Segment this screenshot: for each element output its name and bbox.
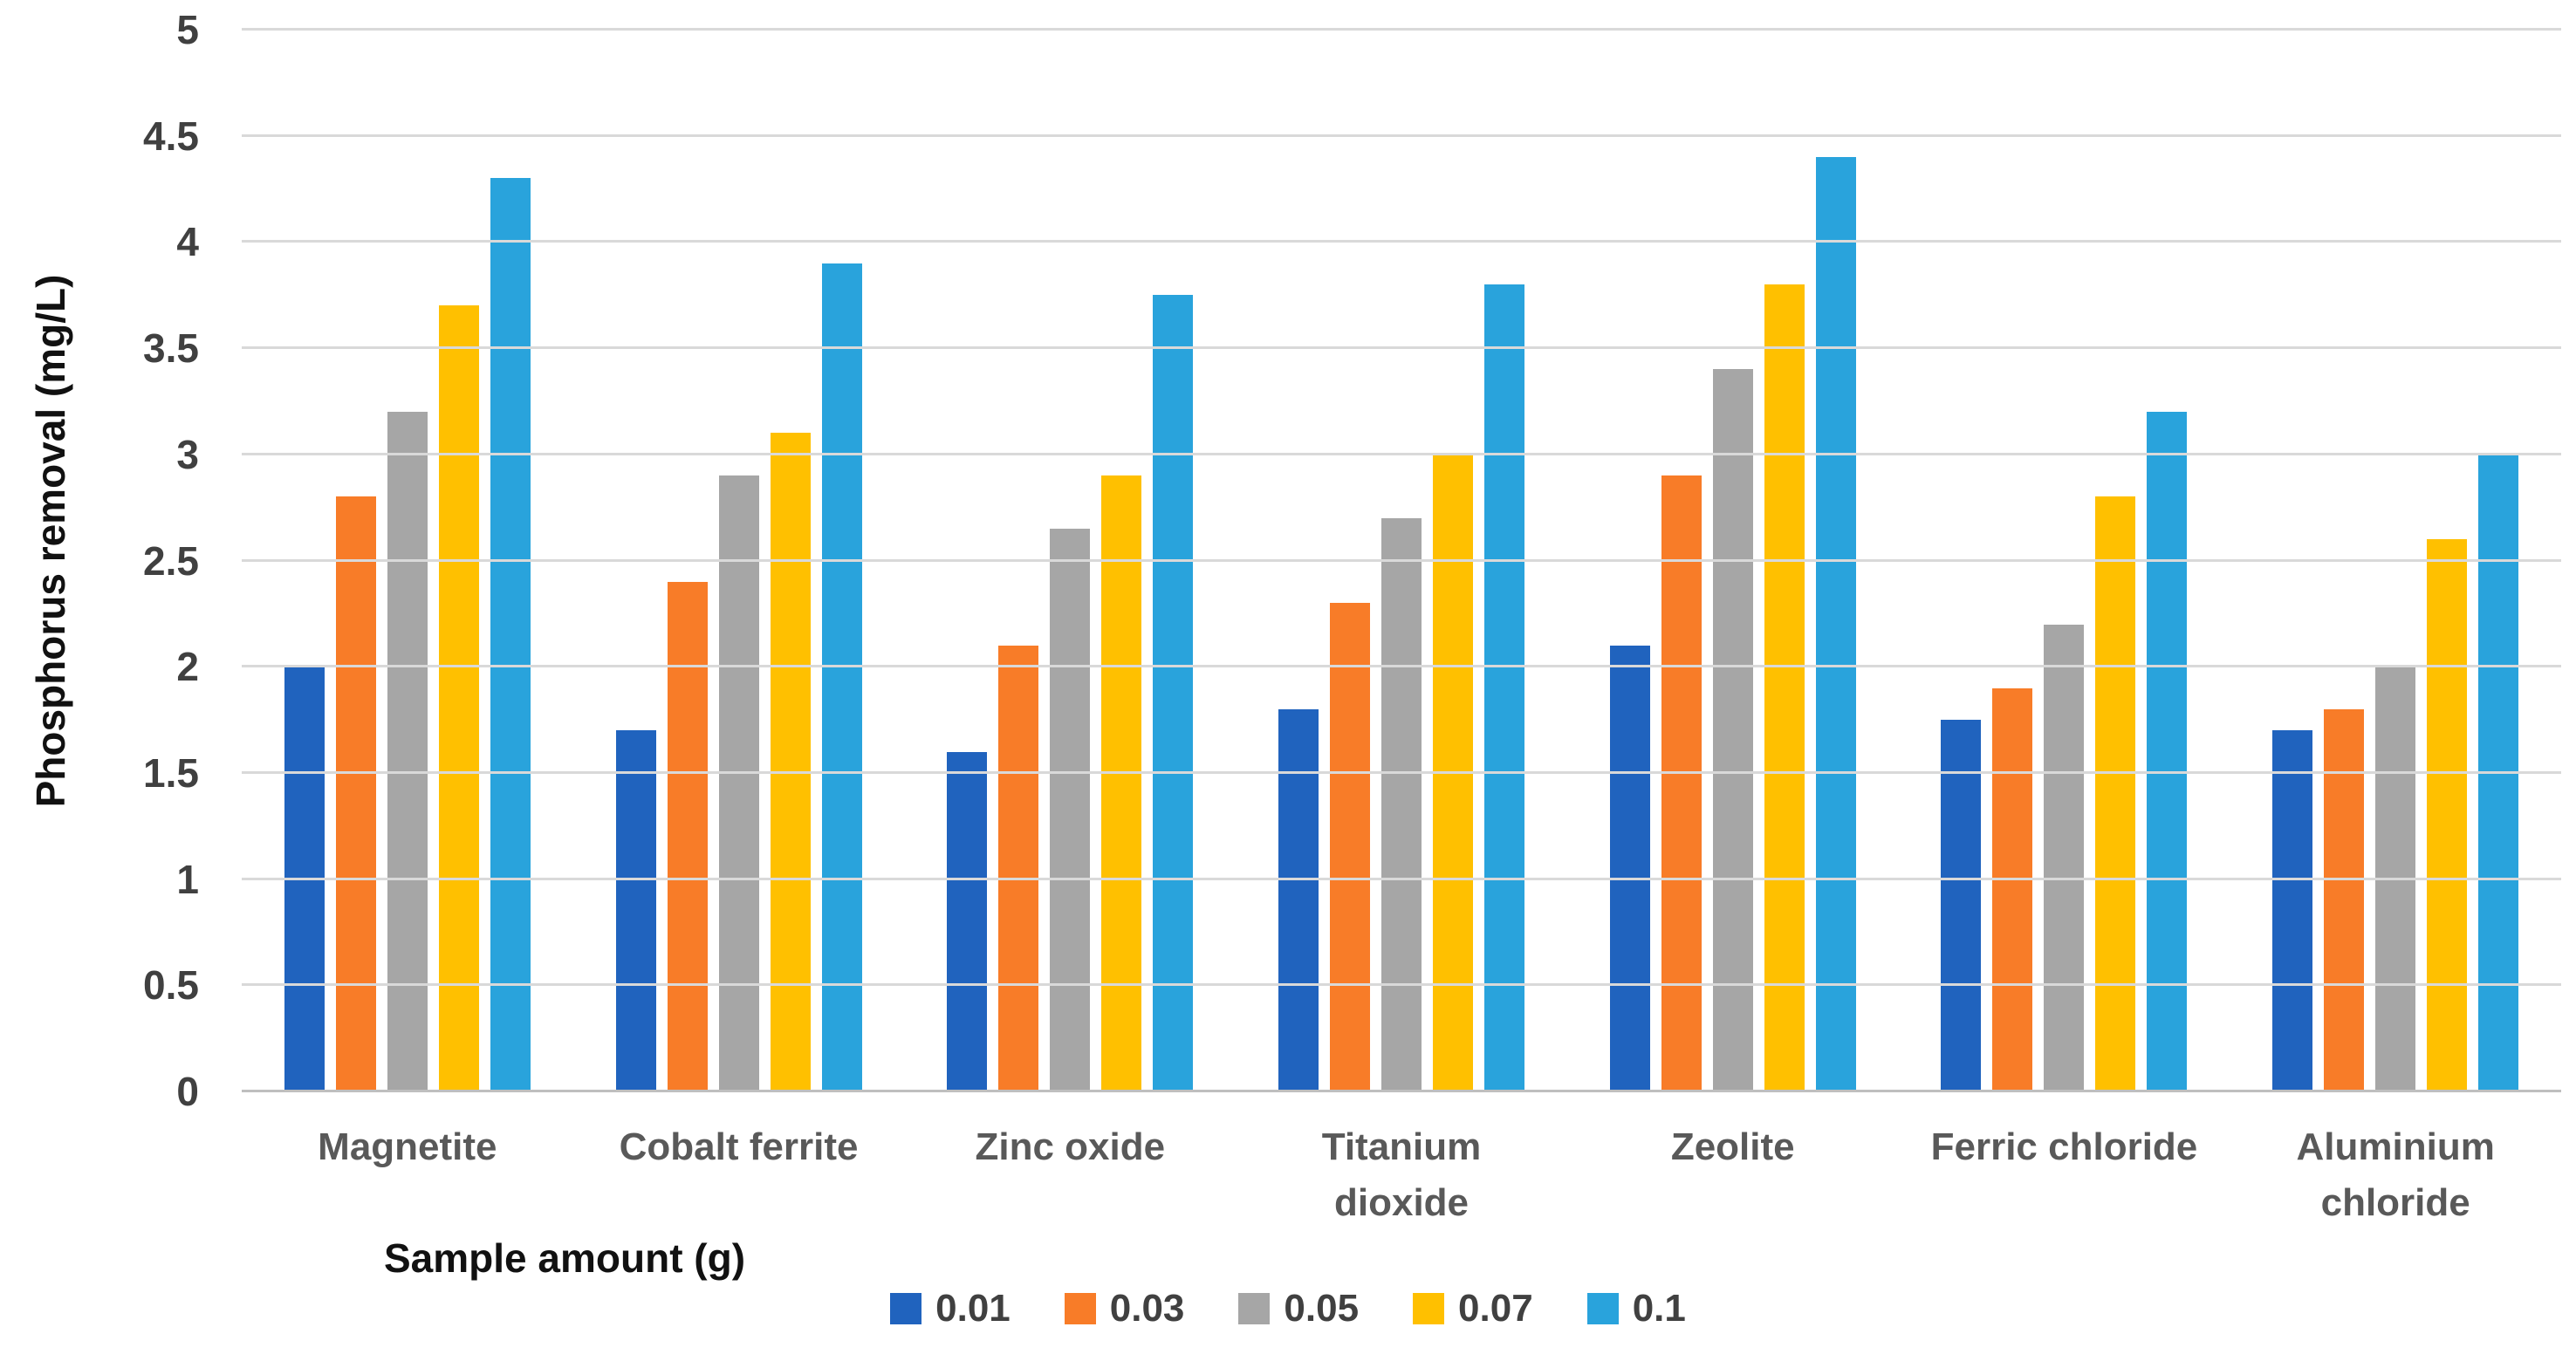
gridline-y-3 — [242, 452, 2561, 455]
y-tick-label-3: 3 — [176, 431, 199, 477]
legend-item-0.1: 0.1 — [1586, 1287, 1686, 1330]
gridline-y-5 — [242, 28, 2561, 31]
bar-0.01-cobalt-ferrite — [615, 730, 656, 1091]
bar-0.03-titanium-dioxide — [1330, 603, 1371, 1091]
category-label-cobalt-ferrite: Cobalt ferrite — [573, 1119, 905, 1231]
bar-0.07-magnetite — [438, 305, 479, 1091]
y-tick-label-0: 0 — [176, 1069, 199, 1114]
y-axis-tick-labels: 0 0.5 1 1.5 2 2.5 3 3.5 4 4.5 5 — [0, 10, 199, 1112]
gridline-y-3.5 — [242, 346, 2561, 350]
x-axis-line — [242, 1090, 2561, 1092]
bar-0.1-cobalt-ferrite — [821, 263, 862, 1091]
category-label-line: chloride — [2320, 1180, 2470, 1224]
bar-0.1-magnetite — [490, 178, 531, 1091]
bar-0.05-zinc-oxide — [1050, 529, 1091, 1091]
category-label-ferric-chloride: Ferric chloride — [1899, 1119, 2230, 1231]
gridline-y-2.5 — [242, 558, 2561, 562]
gridline-y-4 — [242, 240, 2561, 243]
legend-item-0.07: 0.07 — [1413, 1289, 1533, 1328]
legend-label-0.1: 0.1 — [1632, 1287, 1686, 1330]
bar-0.1-titanium-dioxide — [1484, 284, 1525, 1091]
bar-0.1-ferric-chloride — [2147, 412, 2188, 1091]
y-tick-label-3.5: 3.5 — [143, 325, 199, 372]
bar-0.05-ferric-chloride — [2044, 624, 2085, 1091]
legend-item-0.03: 0.03 — [1064, 1287, 1185, 1330]
bar-0.01-aluminium-chloride — [2272, 730, 2313, 1091]
x-axis-category-labels: Magnetite Cobalt ferrite Zinc oxide Titaniu… — [242, 1119, 2561, 1231]
category-label-titanium-dioxide: Titanium dioxide — [1236, 1119, 1567, 1231]
category-label-zeolite: Zeolite — [1567, 1119, 1899, 1231]
category-label-line: Zinc oxide — [975, 1125, 1166, 1168]
gridline-y-0.5 — [242, 983, 2561, 987]
legend-swatch-0.05 — [1238, 1293, 1271, 1324]
bar-0.05-zeolite — [1712, 369, 1753, 1091]
legend-swatch-0.01 — [890, 1293, 922, 1324]
bar-0.05-magnetite — [387, 412, 428, 1091]
legend-label-0.05: 0.05 — [1284, 1287, 1360, 1330]
y-tick-label-4: 4 — [176, 219, 199, 265]
legend-item-0.01: 0.01 — [890, 1289, 1011, 1328]
gridline-y-1 — [242, 877, 2561, 880]
legend-item-0.05: 0.05 — [1238, 1289, 1359, 1328]
legend-label-0.07: 0.07 — [1458, 1287, 1533, 1330]
bar-0.03-zinc-oxide — [998, 645, 1039, 1091]
legend-swatch-0.03 — [1064, 1293, 1096, 1324]
category-label-zinc-oxide: Zinc oxide — [904, 1119, 1236, 1231]
gridline-y-1.5 — [242, 770, 2561, 774]
bar-0.07-cobalt-ferrite — [770, 433, 811, 1091]
gridline-y-2 — [242, 665, 2561, 668]
bar-0.03-ferric-chloride — [1992, 687, 2033, 1091]
x-axis-title: Sample amount (g) — [384, 1235, 746, 1281]
bar-0.05-titanium-dioxide — [1381, 517, 1422, 1091]
bar-0.07-aluminium-chloride — [2427, 539, 2468, 1091]
bar-0.01-titanium-dioxide — [1278, 708, 1319, 1091]
bar-group-zinc-oxide — [904, 30, 1236, 1091]
bar-group-zeolite — [1567, 30, 1899, 1091]
bar-0.01-zinc-oxide — [947, 751, 988, 1091]
y-tick-label-0.5: 0.5 — [143, 962, 199, 1009]
bar-0.01-ferric-chloride — [1941, 720, 1982, 1091]
legend-swatch-0.1 — [1586, 1293, 1619, 1324]
y-tick-label-5: 5 — [176, 7, 199, 52]
bar-0.01-zeolite — [1609, 645, 1650, 1091]
category-label-line: dioxide — [1334, 1180, 1470, 1224]
bar-0.03-magnetite — [335, 496, 376, 1091]
gridline-y-4.5 — [242, 133, 2561, 137]
y-tick-label-1: 1 — [176, 856, 199, 902]
bar-group-magnetite — [242, 30, 573, 1091]
legend: 0.01 0.03 0.05 0.07 0.1 — [0, 1289, 2576, 1328]
category-label-line: Aluminium — [2296, 1125, 2495, 1168]
category-label-line: Cobalt ferrite — [619, 1125, 859, 1168]
bar-group-ferric-chloride — [1899, 30, 2230, 1091]
bar-0.1-zinc-oxide — [1153, 295, 1194, 1091]
category-label-aluminium-chloride: Aluminium chloride — [2230, 1119, 2561, 1231]
y-tick-label-2: 2 — [176, 644, 199, 690]
category-label-line: Ferric chloride — [1930, 1125, 2198, 1168]
y-tick-label-2.5: 2.5 — [143, 537, 199, 584]
bar-0.07-zeolite — [1764, 284, 1805, 1091]
bar-0.07-ferric-chloride — [2095, 496, 2136, 1091]
legend-label-0.01: 0.01 — [935, 1287, 1011, 1330]
y-tick-label-4.5: 4.5 — [143, 113, 199, 159]
category-label-magnetite: Magnetite — [242, 1119, 573, 1231]
legend-swatch-0.07 — [1413, 1293, 1445, 1324]
legend-label-0.03: 0.03 — [1109, 1287, 1185, 1330]
y-tick-label-1.5: 1.5 — [143, 749, 199, 796]
category-label-line: Zeolite — [1670, 1125, 1795, 1168]
bar-0.1-zeolite — [1815, 157, 1856, 1091]
plot-area — [242, 28, 2561, 1092]
category-label-line: Magnetite — [318, 1125, 497, 1168]
bar-0.03-aluminium-chloride — [2324, 708, 2365, 1091]
bar-0.07-zinc-oxide — [1101, 475, 1142, 1091]
bar-0.05-cobalt-ferrite — [718, 475, 759, 1091]
bar-0.03-cobalt-ferrite — [667, 581, 708, 1091]
bar-0.03-zeolite — [1661, 475, 1702, 1091]
category-label-line: Titanium — [1321, 1125, 1482, 1168]
